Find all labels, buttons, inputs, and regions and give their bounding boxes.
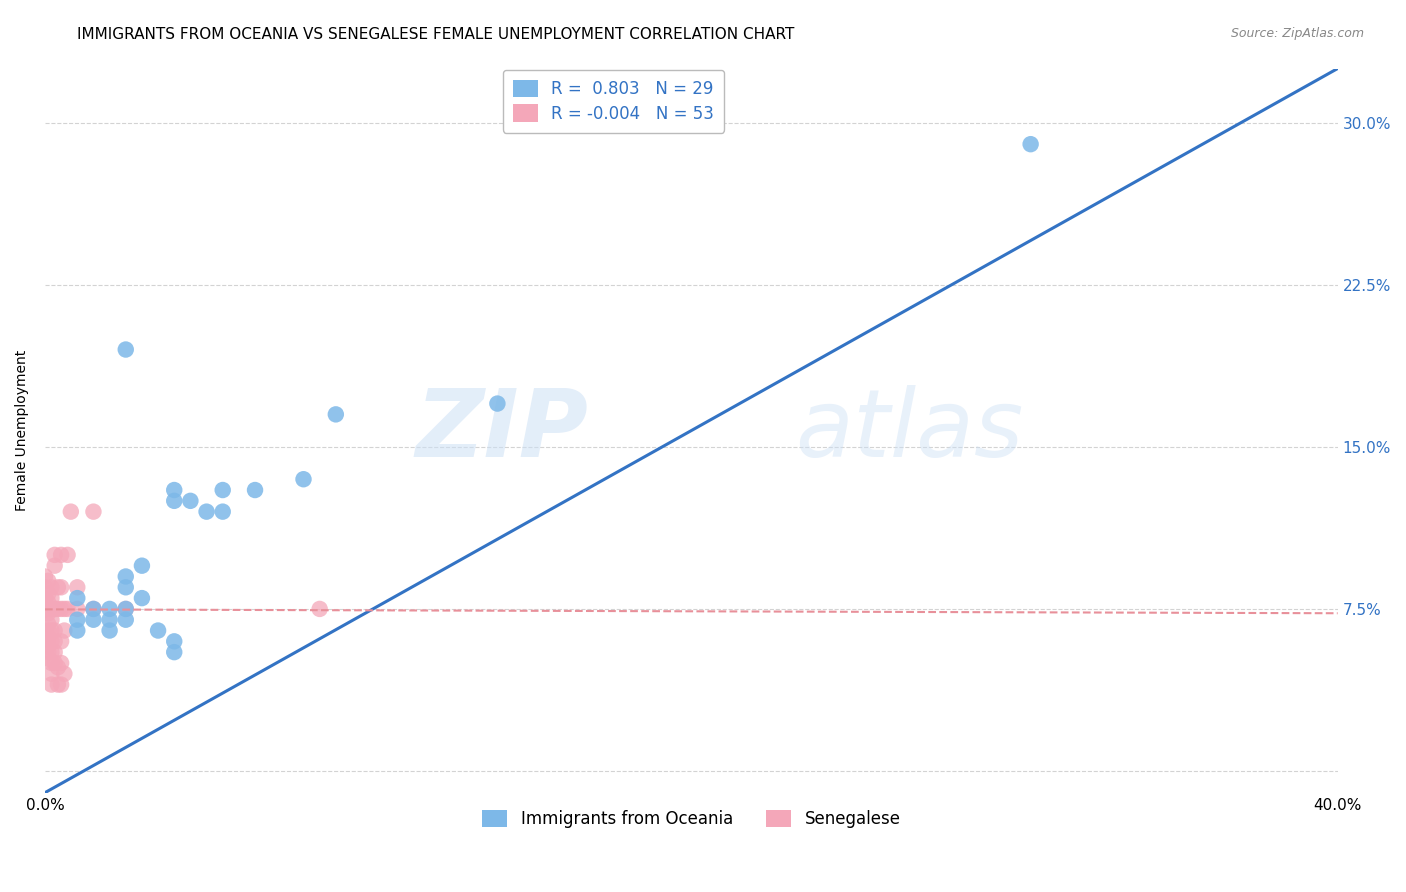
- Point: [292, 472, 315, 486]
- Point: [34, 602, 56, 616]
- Point: [41, 634, 63, 648]
- Point: [44, 656, 66, 670]
- Point: [325, 408, 347, 422]
- Point: [41, 677, 63, 691]
- Point: [179, 493, 201, 508]
- Point: [53, 624, 76, 638]
- Point: [98, 624, 121, 638]
- Point: [131, 591, 153, 606]
- Point: [37, 574, 59, 588]
- Point: [114, 580, 136, 594]
- Point: [56, 602, 79, 616]
- Point: [34, 591, 56, 606]
- Point: [46, 660, 69, 674]
- Point: [82, 613, 104, 627]
- Point: [41, 624, 63, 638]
- Point: [114, 602, 136, 616]
- Point: [41, 602, 63, 616]
- Point: [146, 624, 169, 638]
- Point: [44, 558, 66, 573]
- Point: [59, 505, 82, 519]
- Point: [37, 606, 59, 620]
- Point: [37, 651, 59, 665]
- Point: [114, 343, 136, 357]
- Point: [163, 493, 186, 508]
- Point: [46, 580, 69, 594]
- Point: [41, 613, 63, 627]
- Point: [49, 580, 72, 594]
- Point: [37, 645, 59, 659]
- Point: [131, 558, 153, 573]
- Point: [44, 645, 66, 659]
- Point: [66, 602, 89, 616]
- Text: IMMIGRANTS FROM OCEANIA VS SENEGALESE FEMALE UNEMPLOYMENT CORRELATION CHART: IMMIGRANTS FROM OCEANIA VS SENEGALESE FE…: [77, 27, 794, 42]
- Point: [82, 602, 104, 616]
- Point: [37, 639, 59, 653]
- Point: [37, 617, 59, 632]
- Point: [211, 505, 233, 519]
- Point: [243, 483, 266, 497]
- Point: [41, 666, 63, 681]
- Point: [37, 587, 59, 601]
- Point: [44, 548, 66, 562]
- Point: [41, 656, 63, 670]
- Point: [82, 602, 104, 616]
- Point: [49, 602, 72, 616]
- Point: [41, 580, 63, 594]
- Point: [49, 548, 72, 562]
- Point: [34, 569, 56, 583]
- Point: [34, 580, 56, 594]
- Point: [114, 613, 136, 627]
- Point: [211, 483, 233, 497]
- Point: [163, 483, 186, 497]
- Point: [114, 602, 136, 616]
- Point: [49, 634, 72, 648]
- Point: [41, 591, 63, 606]
- Point: [308, 602, 330, 616]
- Point: [66, 580, 89, 594]
- Point: [56, 548, 79, 562]
- Y-axis label: Female Unemployment: Female Unemployment: [15, 350, 30, 511]
- Point: [98, 602, 121, 616]
- Text: atlas: atlas: [794, 385, 1024, 476]
- Point: [44, 602, 66, 616]
- Point: [66, 624, 89, 638]
- Point: [44, 634, 66, 648]
- Point: [486, 396, 509, 410]
- Point: [163, 634, 186, 648]
- Point: [37, 595, 59, 609]
- Point: [37, 630, 59, 644]
- Point: [41, 645, 63, 659]
- Point: [195, 505, 218, 519]
- Point: [46, 602, 69, 616]
- Text: Source: ZipAtlas.com: Source: ZipAtlas.com: [1230, 27, 1364, 40]
- Point: [37, 624, 59, 638]
- Point: [82, 505, 104, 519]
- Point: [53, 602, 76, 616]
- Point: [44, 624, 66, 638]
- Point: [46, 677, 69, 691]
- Point: [66, 613, 89, 627]
- Legend: Immigrants from Oceania, Senegalese: Immigrants from Oceania, Senegalese: [475, 804, 907, 835]
- Point: [49, 656, 72, 670]
- Point: [163, 645, 186, 659]
- Point: [66, 591, 89, 606]
- Point: [53, 666, 76, 681]
- Point: [1019, 137, 1042, 152]
- Point: [114, 569, 136, 583]
- Point: [98, 613, 121, 627]
- Text: ZIP: ZIP: [415, 384, 588, 476]
- Point: [49, 677, 72, 691]
